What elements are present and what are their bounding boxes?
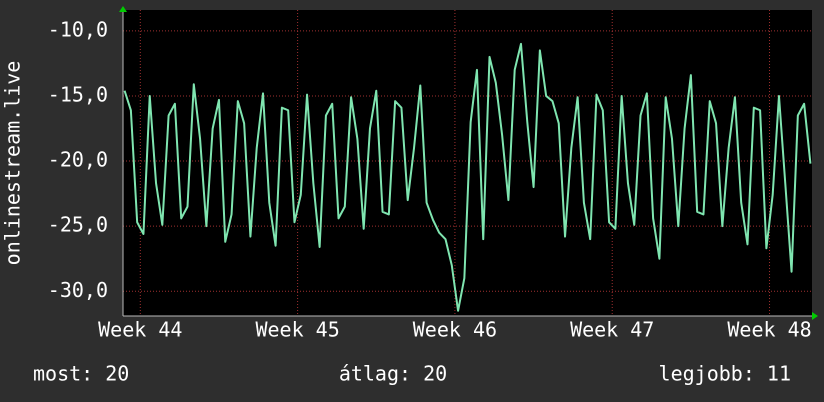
plot <box>123 42 812 312</box>
footer-max: legjobb: 11 <box>659 362 791 386</box>
y-tick-label: -10,0 <box>48 17 108 41</box>
y-tick-label: -20,0 <box>48 148 108 172</box>
y-axis-arrow <box>119 6 127 12</box>
series-line <box>123 42 812 312</box>
plot-area <box>123 10 812 316</box>
footer-average: átlag: 20 <box>339 362 447 386</box>
y-axis-label: onlinestream.live <box>1 61 25 266</box>
footer-current: most: 20 <box>33 362 129 386</box>
grid <box>123 10 812 316</box>
x-tick-label: Week 48 <box>727 318 811 342</box>
x-axis-arrow <box>812 312 818 320</box>
x-tick-label: Week 47 <box>570 318 654 342</box>
y-tick-label: -30,0 <box>48 278 108 302</box>
x-tick-label: Week 46 <box>413 318 497 342</box>
x-tick-label: Week 44 <box>98 318 182 342</box>
y-tick-label: -25,0 <box>48 213 108 237</box>
y-tick-label: -15,0 <box>48 82 108 106</box>
x-tick-label: Week 45 <box>255 318 339 342</box>
